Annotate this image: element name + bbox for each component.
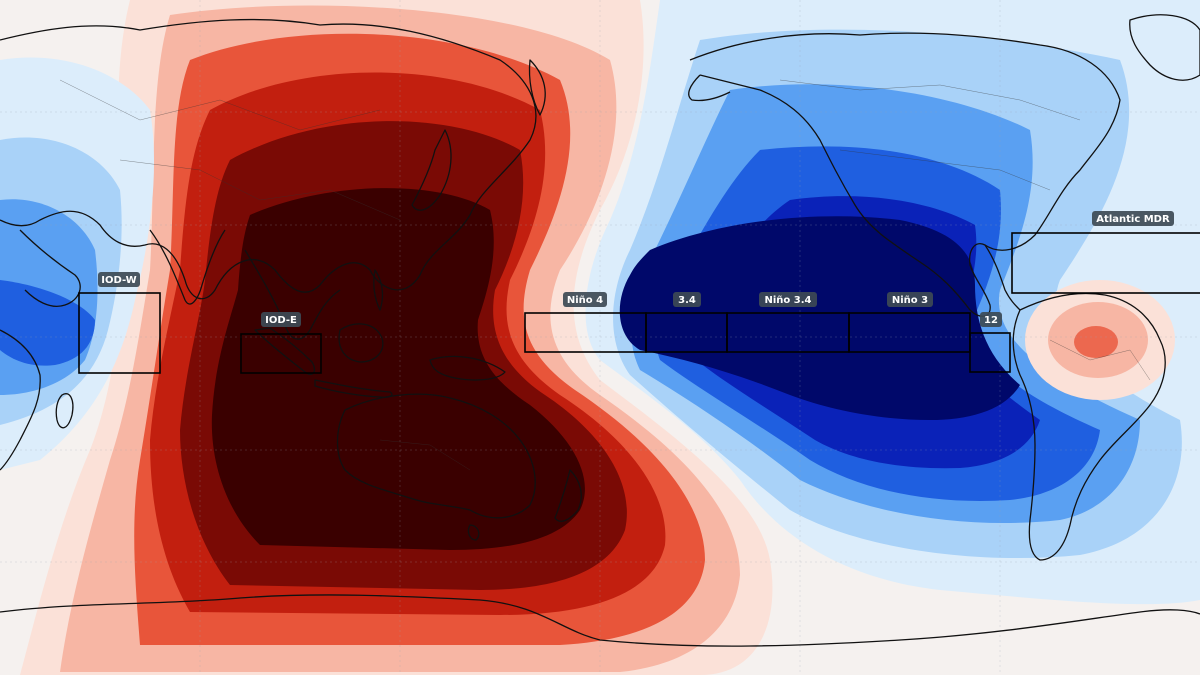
iod-e-box: [240, 333, 322, 374]
sa-warm-3: [1074, 326, 1118, 358]
label-background: [673, 292, 701, 307]
warm-contour-6: [211, 188, 585, 550]
nino3-label-text: Niño 3: [892, 295, 928, 306]
nino4-label-text: Niño 4: [567, 295, 603, 306]
north-america-coastline: [689, 32, 1121, 317]
nino34-label-text: Niño 3.4: [765, 295, 812, 306]
label-background: [563, 292, 607, 307]
antarctica-coastline: [0, 594, 1200, 647]
label-background: [887, 292, 933, 307]
nino34-label: Niño 3.4: [759, 292, 817, 307]
south-america-coastline: [1012, 292, 1166, 561]
madagascar-coastline: [55, 393, 74, 429]
border-line: [379, 439, 471, 471]
indochina-coastline: [244, 249, 341, 340]
index-regions: [78, 232, 1200, 374]
nino12-label-text: 12: [984, 315, 998, 326]
atlantic-mdr-label: Atlantic MDR: [1092, 211, 1174, 226]
asia-coastline: [0, 18, 537, 300]
japan-coastline: [411, 129, 452, 211]
iod-e-label-text: IOD-E: [265, 315, 297, 326]
philippines-coastline: [373, 269, 384, 311]
indian-ocean-cool-field: [0, 57, 155, 470]
india-coastline: [149, 229, 226, 305]
label-background: [759, 292, 817, 307]
arabia-coastline: [19, 229, 81, 307]
label-background: [980, 312, 1002, 327]
iod-w-label-text: IOD-W: [101, 275, 136, 286]
nino3-label: Niño 3: [887, 292, 933, 307]
nino34-small-label: 3.4: [673, 292, 701, 307]
nino12-box: [969, 332, 1011, 373]
nino12-label: 12: [980, 312, 1002, 327]
political-borders: [59, 79, 1151, 471]
border-line: [1049, 339, 1151, 381]
iod-w-label: IOD-W: [98, 272, 140, 287]
label-background: [261, 312, 301, 327]
greenland-coastline: [1129, 14, 1200, 81]
border-line: [59, 79, 381, 131]
label-background: [1092, 211, 1174, 226]
warm-anomaly-field: [20, 0, 773, 675]
atlantic-mdr-label-text: Atlantic MDR: [1096, 214, 1170, 225]
central-america-coastline: [984, 244, 1021, 311]
new-guinea-coastline: [429, 355, 506, 381]
south-america-warm-spot: [1025, 280, 1175, 400]
africa-coastline: [0, 329, 41, 471]
atlantic-mdr-box: [1011, 232, 1200, 294]
coastlines: [0, 14, 1200, 647]
border-line: [779, 79, 1081, 121]
region-labels: IOD-W IOD-E Niño 4 3.4 Niño 3.4 Niño 3 1…: [98, 211, 1174, 327]
borneo-coastline: [338, 323, 384, 363]
tasmania-coastline: [467, 524, 480, 541]
iod-w-box: [78, 292, 161, 374]
australia-coastline: [336, 393, 536, 519]
kamchatka-coastline: [528, 59, 546, 116]
cool-contour-6: [619, 216, 1020, 420]
new-zealand-coastline: [554, 469, 582, 522]
label-background: [98, 272, 140, 287]
border-line: [119, 159, 401, 221]
nino4-label: Niño 4: [563, 292, 607, 307]
nino34-small-label-text: 3.4: [678, 295, 696, 306]
border-line: [839, 149, 1051, 191]
iod-e-label: IOD-E: [261, 312, 301, 327]
alaska-coastline: [688, 74, 731, 102]
